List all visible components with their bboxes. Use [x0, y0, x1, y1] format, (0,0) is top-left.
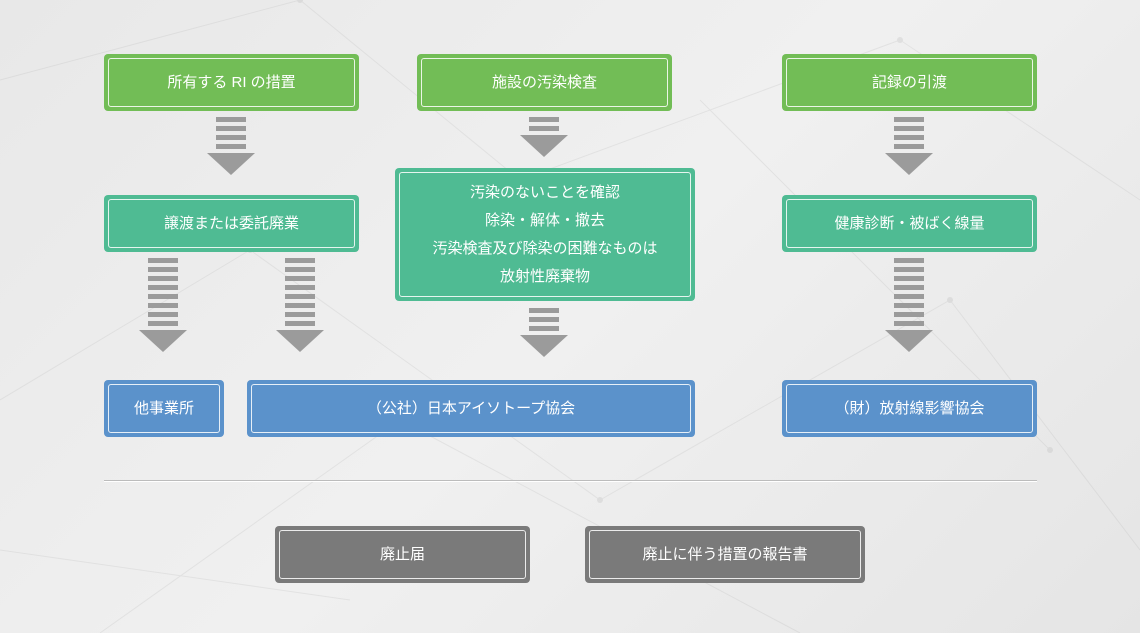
node-n4-inner: 譲渡または委託廃業 — [108, 199, 355, 248]
flowchart-container: 所有する RI の措置 施設の汚染検査 記録の引渡譲渡または委託廃業 汚染のないことを… — [0, 0, 1140, 633]
arrow-n4-n8 — [276, 258, 324, 352]
node-n5-inner: 汚染のないことを確認除染・解体・撤去汚染検査及び除染の困難なものは放射性廃棄物 — [399, 172, 691, 297]
node-text: 汚染検査及び除染の困難なものは — [432, 237, 657, 261]
node-n7-inner: 他事業所 — [108, 384, 220, 433]
node-n7: 他事業所 — [104, 380, 224, 437]
node-n6-inner: 健康診断・被ばく線量 — [786, 199, 1033, 248]
node-text: 所有する RI の措置 — [167, 71, 295, 95]
arrow-n4-n7 — [139, 258, 187, 352]
node-text: 汚染のないことを確認 — [470, 181, 620, 205]
node-n8-inner: （公社）日本アイソトープ協会 — [251, 384, 691, 433]
node-n5: 汚染のないことを確認除染・解体・撤去汚染検査及び除染の困難なものは放射性廃棄物 — [395, 168, 695, 301]
node-n2-inner: 施設の汚染検査 — [421, 58, 668, 107]
node-text: 廃止に伴う措置の報告書 — [642, 543, 807, 567]
node-n11: 廃止に伴う措置の報告書 — [585, 526, 865, 583]
node-text: （財）放射線影響協会 — [834, 397, 984, 421]
node-n1-inner: 所有する RI の措置 — [108, 58, 355, 107]
node-n2: 施設の汚染検査 — [417, 54, 672, 111]
node-text: 除染・解体・撤去 — [485, 209, 605, 233]
node-n9-inner: （財）放射線影響協会 — [786, 384, 1033, 433]
node-text: 廃止届 — [380, 543, 425, 567]
node-n9: （財）放射線影響協会 — [782, 380, 1037, 437]
node-n4: 譲渡または委託廃業 — [104, 195, 359, 252]
node-text: 施設の汚染検査 — [492, 71, 597, 95]
section-divider — [104, 480, 1037, 482]
node-n6: 健康診断・被ばく線量 — [782, 195, 1037, 252]
node-text: 記録の引渡 — [872, 71, 947, 95]
node-n11-inner: 廃止に伴う措置の報告書 — [589, 530, 861, 579]
node-text: （公社）日本アイソトープ協会 — [367, 397, 575, 421]
node-n3: 記録の引渡 — [782, 54, 1037, 111]
node-n8: （公社）日本アイソトープ協会 — [247, 380, 695, 437]
arrow-n2-n5 — [520, 117, 568, 157]
node-text: 健康診断・被ばく線量 — [834, 212, 984, 236]
node-text: 譲渡または委託廃業 — [164, 212, 299, 236]
node-n3-inner: 記録の引渡 — [786, 58, 1033, 107]
node-text: 放射性廃棄物 — [500, 265, 590, 289]
arrow-n6-n9 — [885, 258, 933, 352]
arrow-n5-n8 — [520, 308, 568, 357]
node-n10-inner: 廃止届 — [279, 530, 526, 579]
node-n10: 廃止届 — [275, 526, 530, 583]
node-n1: 所有する RI の措置 — [104, 54, 359, 111]
arrow-n1-n4 — [207, 117, 255, 175]
arrow-n3-n6 — [885, 117, 933, 175]
node-text: 他事業所 — [134, 397, 194, 421]
